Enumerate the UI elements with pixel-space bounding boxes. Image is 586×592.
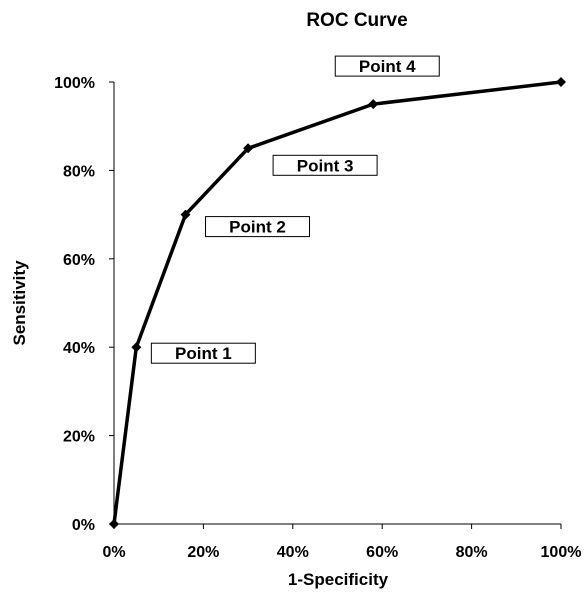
- annotation-box: [150, 342, 256, 364]
- y-tick-label: 20%: [63, 429, 95, 446]
- y-tick-label: 100%: [54, 75, 95, 92]
- y-tick-label: 60%: [63, 252, 95, 269]
- data-point-marker: [556, 77, 566, 87]
- y-tick-label: 80%: [63, 163, 95, 180]
- y-tick-label: 0%: [72, 517, 95, 534]
- data-point-marker: [243, 143, 254, 154]
- ticks: 0% 20% 40% 60% 80% 100% 0% 20% 40% 60% 80% 100%: [54, 75, 581, 561]
- data-point-marker: [368, 99, 379, 110]
- x-tick-label: 0%: [102, 544, 125, 561]
- annotation-box: [334, 55, 440, 77]
- y-tick-label: 40%: [63, 340, 95, 357]
- x-tick-label: 60%: [366, 544, 398, 561]
- annotation-label: Point 1: [175, 344, 232, 363]
- data-point-marker: [131, 342, 142, 353]
- data-point-marker: [109, 519, 119, 529]
- series: [109, 77, 566, 529]
- annotations: Point 1 Point 2 Point 3 Point 4: [150, 55, 440, 364]
- annotation-label: Point 4: [359, 57, 416, 76]
- annotation-label: Point 3: [297, 156, 354, 175]
- series-line: [112, 80, 562, 525]
- x-tick-label: 20%: [187, 544, 219, 561]
- x-tick-label: 40%: [277, 544, 309, 561]
- data-point-marker: [180, 209, 191, 220]
- annotation-box: [272, 154, 378, 176]
- annotation-label: Point 2: [229, 218, 286, 237]
- axes: [113, 82, 561, 525]
- x-tick-label: 80%: [456, 544, 488, 561]
- chart-title: ROC Curve: [306, 10, 407, 31]
- annotation-box: [205, 216, 311, 238]
- y-axis-label: Sensitivity: [10, 260, 29, 346]
- x-axis-label: 1-Specificity: [288, 570, 389, 589]
- x-tick-label: 100%: [541, 544, 582, 561]
